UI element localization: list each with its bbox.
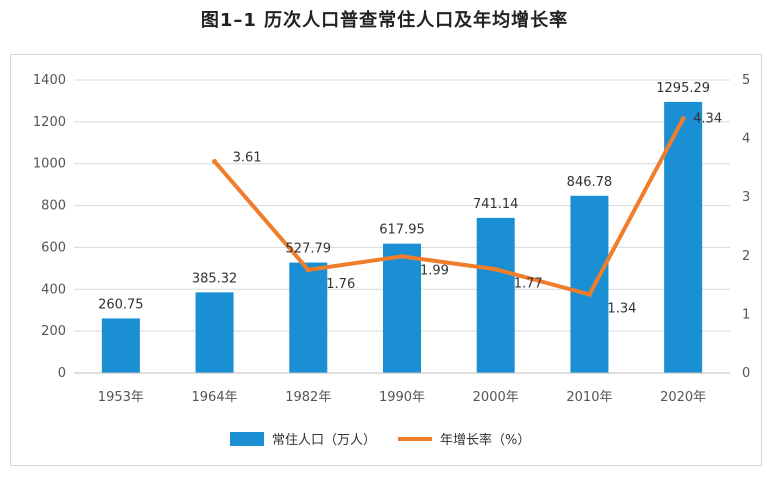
line-series-path: [212, 116, 686, 297]
bar: [101, 318, 140, 373]
y-right-tick-label: 2: [742, 249, 750, 264]
y-right-tick-label: 0: [742, 366, 750, 381]
line-series: [212, 116, 686, 297]
bar: [570, 195, 609, 373]
y-left-tick-label: 400: [41, 282, 66, 297]
legend-bar-label: 常住人口（万人）: [272, 433, 376, 448]
bar: [476, 217, 515, 373]
line-point: [680, 116, 686, 122]
x-tick-label: 2010年: [566, 390, 612, 405]
y-axis-right: 0 1 2 3 4 5: [742, 73, 750, 381]
line-value-label: 4.34: [693, 112, 722, 127]
data-labels: 260.75 385.32 527.79 617.95 741.14 846.78 1295…: [98, 81, 722, 317]
bar-value-label: 527.79: [286, 242, 332, 257]
y-left-tick-label: 0: [58, 366, 66, 381]
x-tick-label: 1953年: [98, 390, 144, 405]
y-right-tick-label: 1: [742, 307, 750, 322]
y-left-tick-label: 600: [41, 240, 66, 255]
bar: [195, 292, 234, 373]
line-point: [212, 158, 218, 164]
line-value-label: 1.76: [326, 277, 355, 292]
legend-bar-swatch: [230, 432, 264, 446]
line-point: [493, 266, 499, 272]
bar-value-label: 846.78: [567, 175, 613, 190]
bar: [664, 101, 703, 373]
y-left-tick-label: 1400: [33, 73, 66, 88]
line-value-label: 1.34: [607, 301, 636, 316]
line-value-label: 1.77: [514, 276, 543, 291]
x-tick-label: 2000年: [473, 390, 519, 405]
x-tick-label: 2020年: [660, 390, 706, 405]
bar-value-label: 260.75: [98, 297, 144, 312]
y-left-tick-label: 200: [41, 324, 66, 339]
y-left-tick-label: 800: [41, 199, 66, 214]
bar: [383, 243, 421, 373]
chart-title: 图1–1 历次人口普查常住人口及年均增长率: [200, 10, 569, 31]
bar-series: [101, 101, 703, 373]
x-tick-label: 1964年: [192, 390, 238, 405]
x-axis: 1953年 1964年 1982年 1990年 2000年 2010年 2020年: [74, 372, 730, 405]
legend-line-label: 年增长率（%）: [440, 432, 530, 448]
y-left-tick-label: 1200: [33, 115, 66, 130]
bar-value-label: 385.32: [192, 271, 238, 286]
bar-value-label: 741.14: [473, 197, 519, 212]
bar-value-label: 1295.29: [656, 81, 710, 96]
line-value-label: 1.99: [420, 263, 449, 278]
y-right-tick-label: 4: [742, 132, 750, 147]
bar: [289, 262, 328, 373]
x-tick-label: 1982年: [285, 390, 331, 405]
y-right-tick-label: 5: [742, 73, 750, 88]
y-left-tick-label: 1000: [33, 157, 66, 172]
line-point: [399, 253, 405, 259]
bar-value-label: 617.95: [379, 223, 425, 238]
line-value-label: 3.61: [233, 150, 262, 165]
y-right-tick-label: 3: [742, 190, 750, 205]
line-point: [586, 291, 592, 297]
y-axis-left: 0 200 400 600 800 1000 1200 1400: [33, 73, 66, 381]
x-tick-label: 1990年: [379, 390, 425, 405]
line-point: [305, 267, 311, 273]
legend: 常住人口（万人） 年增长率（%）: [230, 432, 530, 448]
